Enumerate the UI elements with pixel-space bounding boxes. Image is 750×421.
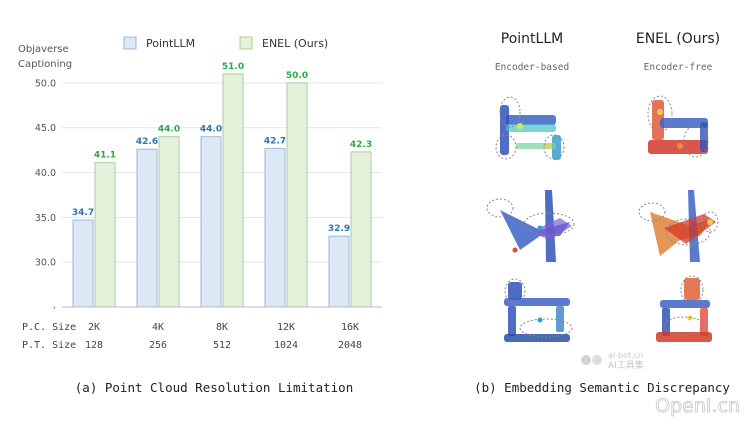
bar-enel bbox=[286, 82, 308, 308]
y-tick-labels: 30.0 35.0 40.0 45.0 50.0 › bbox=[35, 78, 56, 312]
pc-size-label: P.C. Size bbox=[22, 322, 76, 333]
data-label-enel: 42.3 bbox=[350, 140, 372, 150]
pt-size-label: P.T. Size bbox=[22, 340, 76, 351]
y-tick-label: 30.0 bbox=[35, 258, 56, 269]
col2-subtitle: Encoder-free bbox=[644, 62, 713, 73]
bar-pointllm bbox=[136, 148, 158, 308]
watermark-site: ai-bot.cn bbox=[608, 351, 643, 360]
pc-size-value: 2K bbox=[88, 322, 100, 333]
point-cloud-panel: PointLLM Encoder-based ENEL (Ours) Encod… bbox=[474, 31, 730, 395]
data-label-enel: 44.0 bbox=[158, 125, 180, 135]
bar-enel bbox=[222, 73, 244, 308]
legend-label-pointllm: PointLLM bbox=[146, 37, 195, 50]
data-label-pointllm: 32.9 bbox=[328, 224, 350, 234]
y-tick-label: 45.0 bbox=[35, 123, 56, 134]
bar-chart: Objaverse Captioning PointLLM ENEL (Ours… bbox=[18, 36, 382, 395]
bars bbox=[72, 73, 372, 308]
bar-enel bbox=[94, 162, 116, 308]
legend-label-enel: ENEL (Ours) bbox=[262, 37, 328, 50]
data-label-enel: 50.0 bbox=[286, 71, 308, 81]
table-pointcloud-encoder-free bbox=[656, 275, 712, 342]
bar-pointllm bbox=[72, 219, 94, 308]
col1-title: PointLLM bbox=[501, 31, 563, 47]
bar-enel bbox=[158, 136, 180, 308]
col1-subtitle: Encoder-based bbox=[495, 62, 569, 73]
pt-size-value: 2048 bbox=[338, 340, 362, 351]
caption-b: (b) Embedding Semantic Discrepancy bbox=[474, 380, 730, 395]
watermark-tool: AI工具集 bbox=[608, 359, 644, 371]
pt-size-value: 512 bbox=[213, 340, 231, 351]
data-labels: 34.741.142.644.0 44.051.042.750.032.942.3 bbox=[72, 62, 372, 234]
bar-pointllm bbox=[200, 136, 222, 308]
bar-pointllm bbox=[328, 235, 350, 308]
chair-pointcloud-encoder-free bbox=[647, 95, 709, 158]
y-tick-label: 35.0 bbox=[35, 213, 56, 224]
y-tick-label: 50.0 bbox=[35, 78, 56, 89]
legend-swatch-enel bbox=[239, 36, 253, 50]
data-label-pointllm: 42.7 bbox=[264, 136, 286, 146]
col2-title: ENEL (Ours) bbox=[636, 31, 720, 47]
pt-size-value: 128 bbox=[85, 340, 103, 351]
chair-pointcloud-encoder-based bbox=[495, 96, 565, 160]
pt-size-value: 256 bbox=[149, 340, 167, 351]
data-label-enel: 41.1 bbox=[94, 151, 116, 161]
y-axis-label-line1: Objaverse bbox=[18, 44, 69, 55]
category-labels: 2K 128 4K 256 8K 512 12K 1024 16K 2048 bbox=[85, 322, 362, 351]
bar-pointllm bbox=[264, 147, 286, 308]
airplane-pointcloud-encoder-free bbox=[638, 190, 719, 262]
data-label-enel: 51.0 bbox=[222, 62, 244, 72]
watermark-logo-icon-2 bbox=[592, 355, 602, 365]
axis-break-mark: › bbox=[53, 303, 56, 312]
legend-swatch-pointllm bbox=[123, 36, 137, 50]
data-label-pointllm: 42.6 bbox=[136, 137, 158, 147]
y-axis-label-line2: Captioning bbox=[18, 59, 72, 70]
table-pointcloud-encoder-based bbox=[504, 278, 573, 342]
data-label-pointllm: 34.7 bbox=[72, 208, 94, 218]
watermark-logo-icon bbox=[581, 355, 591, 365]
pc-size-value: 12K bbox=[277, 322, 295, 333]
pc-size-value: 16K bbox=[341, 322, 359, 333]
y-tick-label: 40.0 bbox=[35, 168, 56, 179]
pt-size-value: 1024 bbox=[274, 340, 298, 351]
watermark-brand: OpenI.cn bbox=[655, 395, 740, 417]
airplane-pointcloud-encoder-based bbox=[486, 190, 575, 262]
caption-a: (a) Point Cloud Resolution Limitation bbox=[75, 380, 353, 395]
data-label-pointllm: 44.0 bbox=[200, 125, 222, 135]
pc-size-value: 8K bbox=[216, 322, 228, 333]
bar-enel bbox=[350, 151, 372, 308]
pc-size-value: 4K bbox=[152, 322, 164, 333]
watermark: ai-bot.cn AI工具集 bbox=[581, 351, 644, 371]
